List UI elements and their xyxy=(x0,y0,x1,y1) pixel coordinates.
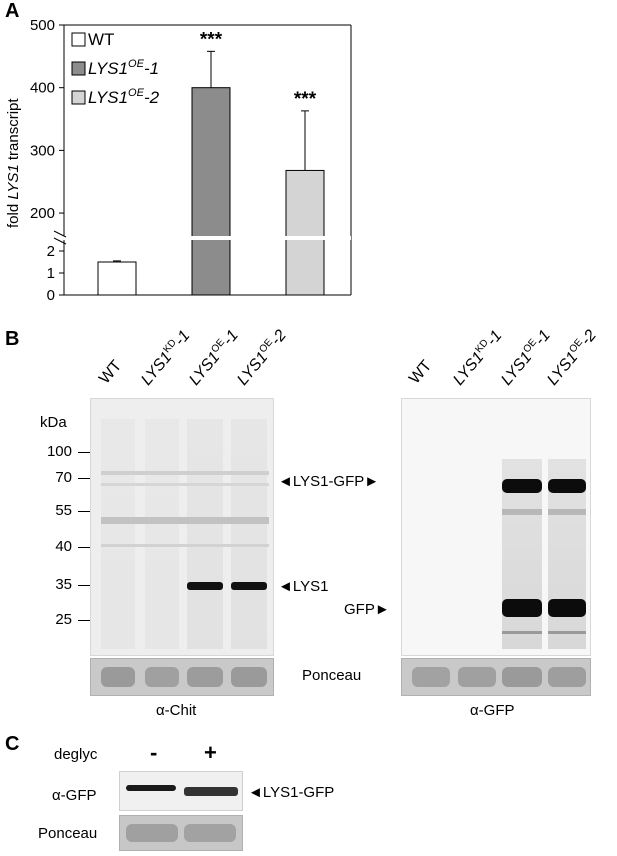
tick-25 xyxy=(78,620,90,621)
legend-swatch-1 xyxy=(71,61,86,76)
lane-label-wt-right: WT xyxy=(406,357,436,388)
blot-alpha-gfp xyxy=(401,398,591,656)
y-tick-label-400: 400 xyxy=(30,80,55,97)
legend-label-0: WT xyxy=(88,30,114,49)
tick-55 xyxy=(78,511,90,512)
band-deglyc xyxy=(184,787,238,796)
bar-2 xyxy=(285,169,325,296)
annot-lys1-gfp: ◄LYS1-GFP► xyxy=(278,473,380,490)
lane-label-oe1-left: LYS1OE-1 xyxy=(186,326,242,389)
lane-label-wt-left: WT xyxy=(96,357,126,388)
tick-70 xyxy=(78,478,90,479)
row-label-alpha-gfp: α-GFP xyxy=(52,787,97,804)
marker-55: 55 xyxy=(55,502,72,519)
lane-label-oe2-left: LYS1OE-2 xyxy=(234,326,290,389)
antibody-label-gfp: α-GFP xyxy=(470,702,515,719)
significance-1: *** xyxy=(200,29,223,50)
tick-100 xyxy=(78,452,90,453)
y-tick-label-2: 2 xyxy=(47,243,55,260)
bar-1 xyxy=(191,87,231,296)
deglyc-plus: + xyxy=(204,740,217,765)
axis-break-gap xyxy=(50,236,351,240)
y-tick-label-500: 500 xyxy=(30,17,55,34)
marker-100: 100 xyxy=(46,443,72,460)
y-tick-label-300: 300 xyxy=(30,142,55,159)
band-lys1gfp-oe2 xyxy=(548,479,586,493)
annot-lys1-gfp-c: ◄LYS1-GFP xyxy=(248,784,335,801)
axis-break-mark-1 xyxy=(53,230,67,238)
legend-label-1: LYS1OE-1 xyxy=(88,58,159,78)
y-axis-label: fold LYS1 transcript xyxy=(5,98,22,228)
blot-alpha-chit xyxy=(90,398,274,656)
annot-lys1: ◄LYS1 xyxy=(278,578,329,595)
kda-title: kDa xyxy=(40,414,67,431)
lane-label-kd1-left: LYS1KD-1 xyxy=(138,327,194,389)
band-gfp-oe2 xyxy=(548,599,586,617)
ponceau-label-b: Ponceau xyxy=(302,667,362,684)
ponceau-strip-right xyxy=(401,658,591,696)
deglyc-minus: - xyxy=(150,740,158,765)
legend-swatch-0 xyxy=(71,32,86,47)
annot-gfp: GFP► xyxy=(344,601,390,618)
panel-a-letter: A xyxy=(5,0,20,22)
band-lys1-oe1 xyxy=(187,582,223,590)
blot-deglyc xyxy=(119,771,243,811)
legend-label-2: LYS1OE-2 xyxy=(88,87,160,107)
marker-40: 40 xyxy=(55,538,72,555)
band-lys1-oe2 xyxy=(231,582,267,590)
y-tick-label-1: 1 xyxy=(47,265,55,282)
transcript-bar-chart: 200 300 400 500 0 1 2 fold LYS1 transcript *** **… xyxy=(5,17,352,304)
antibody-label-chit: α-Chit xyxy=(156,702,197,719)
tick-35 xyxy=(78,585,90,586)
significance-2: *** xyxy=(294,89,317,110)
band-gfp-oe1 xyxy=(502,599,542,617)
marker-70: 70 xyxy=(55,469,72,486)
deglyc-label: deglyc xyxy=(54,746,98,763)
marker-35: 35 xyxy=(55,576,72,593)
row-label-ponceau-c: Ponceau xyxy=(38,825,98,842)
panel-b-letter: B xyxy=(5,328,20,350)
marker-25: 25 xyxy=(55,611,72,628)
ponceau-strip-left xyxy=(90,658,274,696)
band-untreated xyxy=(126,785,176,791)
legend-swatch-2 xyxy=(71,90,86,105)
tick-40 xyxy=(78,547,90,548)
ponceau-strip-c xyxy=(119,815,243,851)
lane-label-kd1-right: LYS1KD-1 xyxy=(450,327,506,389)
axis-break-mark-2 xyxy=(53,237,67,245)
y-tick-label-0: 0 xyxy=(47,287,55,304)
y-tick-label-200: 200 xyxy=(30,205,55,222)
panel-c-letter: C xyxy=(5,733,20,755)
band-lys1gfp-oe1 xyxy=(502,479,542,493)
bar-0 xyxy=(97,261,137,296)
